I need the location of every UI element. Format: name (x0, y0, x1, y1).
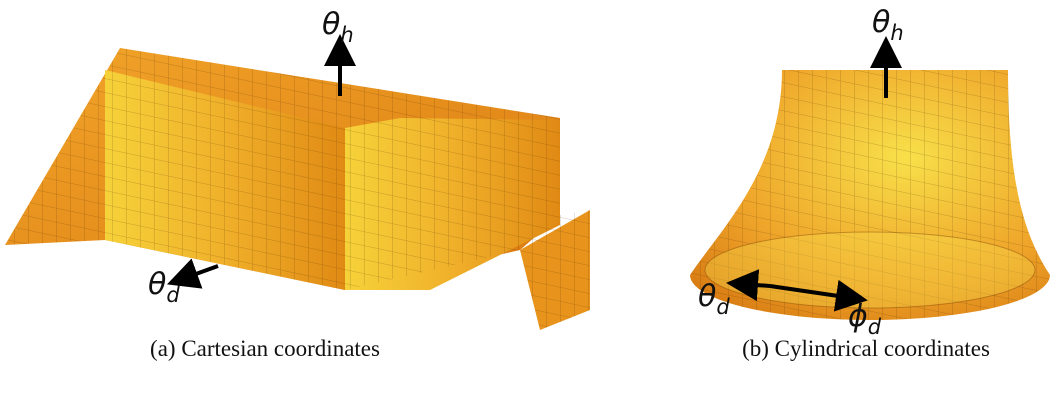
symbol: θ (698, 279, 716, 314)
symbol: θ (872, 5, 890, 40)
mesh (5, 48, 590, 330)
symbol: θ (322, 7, 340, 42)
base (705, 232, 1035, 308)
symbol: θ (148, 267, 166, 302)
subscript: d (166, 283, 180, 307)
symbol: ϕ (848, 299, 868, 334)
axis-arrow (182, 266, 218, 279)
axis-arrow (742, 284, 770, 286)
page: {"figures": [ {"labels": [{"symbol": "θ"… (0, 0, 1059, 394)
cylindrical-figure: θh θd ϕd (b) Cylindrical coordinates (690, 5, 1050, 361)
cartesian-figure: θh θd (a) Cartesian coordinates (5, 7, 590, 361)
caption: (b) Cylindrical coordinates (742, 336, 990, 361)
axis-label: θh (872, 5, 904, 45)
figure: θh θd (a) Cartesian coordinates θh θd ϕd… (0, 0, 1059, 394)
subscript: d (716, 295, 730, 319)
axis-label: θd (148, 267, 180, 307)
subscript: h (340, 23, 353, 47)
caption: (a) Cartesian coordinates (150, 336, 380, 361)
axis-label: θh (322, 7, 354, 47)
subscript: h (890, 21, 903, 45)
